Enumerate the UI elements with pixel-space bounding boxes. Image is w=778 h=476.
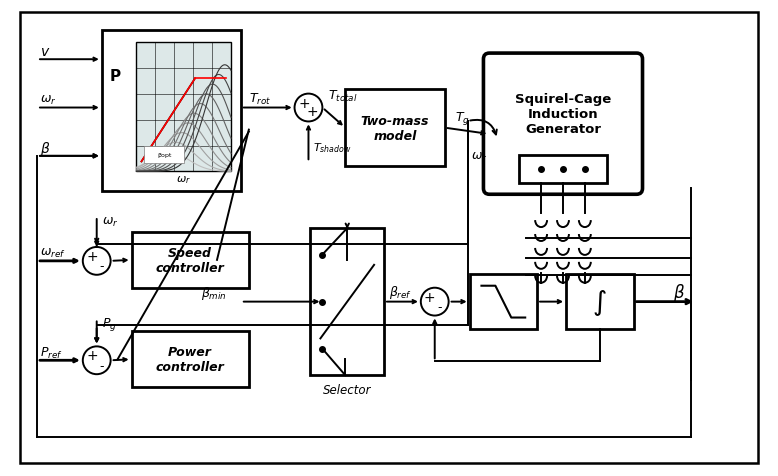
FancyBboxPatch shape xyxy=(566,274,633,330)
FancyBboxPatch shape xyxy=(519,156,607,184)
Text: $P_{ref}$: $P_{ref}$ xyxy=(40,345,63,360)
Text: Speed
controller: Speed controller xyxy=(156,247,225,274)
Text: $\int$: $\int$ xyxy=(592,287,607,317)
FancyBboxPatch shape xyxy=(345,89,445,167)
Text: $\omega_r$: $\omega_r$ xyxy=(40,94,57,107)
FancyBboxPatch shape xyxy=(131,332,249,387)
Text: Selector: Selector xyxy=(323,383,371,396)
Text: $T_{total}$: $T_{total}$ xyxy=(328,89,358,104)
Text: $v$: $v$ xyxy=(40,45,51,59)
Text: $\omega_{ref}$: $\omega_{ref}$ xyxy=(40,247,65,260)
Text: Squirel-Cage
Induction
Generator: Squirel-Cage Induction Generator xyxy=(515,93,611,136)
Text: +: + xyxy=(87,348,99,363)
Text: βopt: βopt xyxy=(157,153,171,158)
Text: $\beta$: $\beta$ xyxy=(40,139,51,158)
Text: -: - xyxy=(437,300,442,313)
Text: +: + xyxy=(424,290,436,304)
Text: $T_{rot}$: $T_{rot}$ xyxy=(249,92,271,107)
FancyBboxPatch shape xyxy=(136,43,231,172)
Text: Power
controller: Power controller xyxy=(156,346,225,374)
FancyBboxPatch shape xyxy=(483,54,643,195)
Text: Two-mass
model: Two-mass model xyxy=(361,114,429,142)
FancyBboxPatch shape xyxy=(310,228,384,376)
FancyBboxPatch shape xyxy=(131,233,249,288)
Text: $\omega_r$: $\omega_r$ xyxy=(102,215,118,228)
FancyBboxPatch shape xyxy=(102,31,241,192)
Text: $\beta_{ref}$: $\beta_{ref}$ xyxy=(389,284,412,300)
Text: $\beta_{min}$: $\beta_{min}$ xyxy=(201,285,227,301)
FancyBboxPatch shape xyxy=(470,274,537,330)
Text: -: - xyxy=(100,260,104,273)
FancyBboxPatch shape xyxy=(145,146,184,164)
Text: P: P xyxy=(110,69,121,84)
Text: $\beta$: $\beta$ xyxy=(673,281,685,303)
Text: +: + xyxy=(307,105,318,119)
Text: +: + xyxy=(87,249,99,263)
Text: $T_{shadow}$: $T_{shadow}$ xyxy=(314,141,352,155)
Text: $T_g$: $T_g$ xyxy=(454,110,469,127)
Text: -: - xyxy=(100,359,104,372)
Text: +: + xyxy=(299,96,310,110)
Text: $P_g$: $P_g$ xyxy=(102,315,117,332)
Text: $\omega_r$: $\omega_r$ xyxy=(177,174,191,186)
Text: $\omega_r$: $\omega_r$ xyxy=(471,150,488,163)
